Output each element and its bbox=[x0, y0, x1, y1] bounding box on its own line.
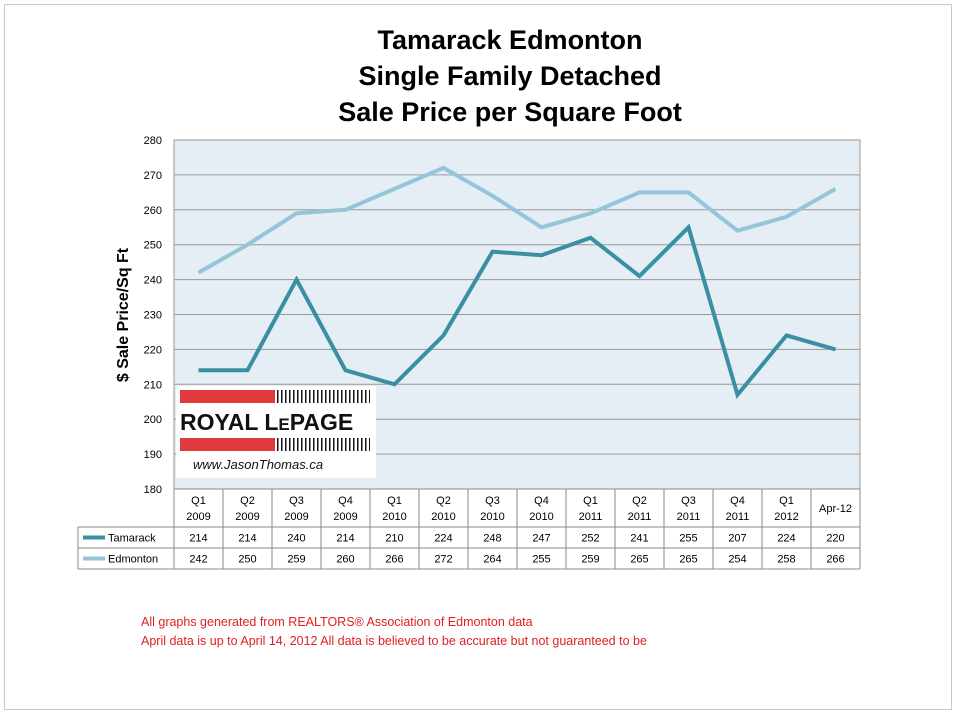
data-label-tamarack: 248 bbox=[483, 533, 501, 545]
x-tick-label: 2009 bbox=[284, 511, 308, 523]
x-tick-label: Q1 bbox=[779, 495, 794, 507]
x-tick-label: Q2 bbox=[632, 495, 647, 507]
chart-title: Tamarack Edmonton Single Family Detached… bbox=[300, 22, 720, 130]
data-label-tamarack: 252 bbox=[581, 533, 599, 545]
data-label-edmonton: 258 bbox=[777, 554, 795, 566]
data-label-edmonton: 255 bbox=[532, 554, 550, 566]
data-label-tamarack: 247 bbox=[532, 533, 550, 545]
data-label-edmonton: 260 bbox=[336, 554, 354, 566]
x-tick-label: Q1 bbox=[191, 495, 206, 507]
logo-red-bar-bottom bbox=[180, 438, 275, 451]
x-tick-label: Q3 bbox=[485, 495, 500, 507]
logo-url: www.JasonThomas.ca bbox=[193, 457, 324, 472]
y-tick-label: 250 bbox=[144, 240, 162, 252]
data-label-edmonton: 266 bbox=[385, 554, 403, 566]
series-line-tamarack bbox=[198, 223, 837, 399]
data-label-edmonton: 266 bbox=[826, 554, 844, 566]
legend-label-tamarack: Tamarack bbox=[108, 533, 156, 545]
y-tick-label: 200 bbox=[144, 414, 162, 426]
title-line-3: Sale Price per Square Foot bbox=[338, 97, 682, 127]
x-tick-label: 2012 bbox=[774, 511, 798, 523]
x-tick-label: 2010 bbox=[431, 511, 455, 523]
title-line-2: Single Family Detached bbox=[358, 61, 662, 91]
y-tick-label: 260 bbox=[144, 205, 162, 217]
x-tick-label: 2010 bbox=[529, 511, 553, 523]
footnote-2: April data is up to April 14, 2012 All d… bbox=[141, 634, 647, 648]
footnotes: All graphs generated from REALTORS® Asso… bbox=[141, 613, 647, 651]
data-label-tamarack: 241 bbox=[630, 533, 648, 545]
x-tick-label: Q2 bbox=[240, 495, 255, 507]
x-tick-label: Q4 bbox=[730, 495, 745, 507]
data-label-tamarack: 220 bbox=[826, 533, 844, 545]
y-tick-label: 230 bbox=[144, 310, 162, 322]
data-label-tamarack: 214 bbox=[336, 533, 354, 545]
legend-label-edmonton: Edmonton bbox=[108, 554, 158, 566]
data-label-edmonton: 254 bbox=[728, 554, 746, 566]
y-tick-label: 220 bbox=[144, 344, 162, 356]
x-tick-label: 2009 bbox=[186, 511, 210, 523]
data-label-edmonton: 250 bbox=[238, 554, 256, 566]
data-label-tamarack: 240 bbox=[287, 533, 305, 545]
y-tick-label: 270 bbox=[144, 170, 162, 182]
data-label-edmonton: 259 bbox=[581, 554, 599, 566]
y-tick-label: 180 bbox=[144, 484, 162, 496]
data-label-tamarack: 207 bbox=[728, 533, 746, 545]
data-label-tamarack: 224 bbox=[434, 533, 452, 545]
y-tick-label: 240 bbox=[144, 275, 162, 287]
x-tick-label: 2010 bbox=[480, 511, 504, 523]
x-tick-label: Q4 bbox=[338, 495, 353, 507]
logo-brand-text: ROYAL LEPAGE bbox=[180, 409, 354, 435]
title-line-1: Tamarack Edmonton bbox=[377, 25, 643, 55]
data-label-edmonton: 272 bbox=[434, 554, 452, 566]
data-label-tamarack: 210 bbox=[385, 533, 403, 545]
data-label-tamarack: 224 bbox=[777, 533, 795, 545]
x-tick-label: Q1 bbox=[387, 495, 402, 507]
x-tick-label: Q2 bbox=[436, 495, 451, 507]
x-tick-label: 2009 bbox=[235, 511, 259, 523]
logo-barcode-top bbox=[277, 390, 370, 403]
x-tick-label: 2011 bbox=[579, 511, 603, 523]
slide-frame bbox=[4, 4, 952, 710]
data-label-edmonton: 242 bbox=[189, 554, 207, 566]
data-label-edmonton: 259 bbox=[287, 554, 305, 566]
x-tick-label: Q1 bbox=[583, 495, 598, 507]
x-tick-label: 2009 bbox=[333, 511, 357, 523]
series-line-edmonton bbox=[197, 165, 837, 275]
data-label-edmonton: 265 bbox=[679, 554, 697, 566]
data-label-edmonton: 264 bbox=[483, 554, 501, 566]
y-tick-label: 190 bbox=[144, 449, 162, 461]
y-tick-label: 280 bbox=[144, 135, 162, 147]
x-tick-label: 2011 bbox=[726, 511, 750, 523]
footnote-1: All graphs generated from REALTORS® Asso… bbox=[141, 615, 533, 629]
data-label-tamarack: 214 bbox=[189, 533, 207, 545]
x-tick-label: Q3 bbox=[681, 495, 696, 507]
data-label-edmonton: 265 bbox=[630, 554, 648, 566]
data-label-tamarack: 214 bbox=[238, 533, 256, 545]
data-label-tamarack: 255 bbox=[679, 533, 697, 545]
logo-red-bar-top bbox=[180, 390, 275, 403]
y-tick-label: 210 bbox=[144, 379, 162, 391]
x-tick-label: Q4 bbox=[534, 495, 549, 507]
logo-barcode-bottom bbox=[277, 438, 370, 451]
x-tick-label: 2011 bbox=[677, 511, 701, 523]
x-tick-label: Q3 bbox=[289, 495, 304, 507]
royal-lepage-logo: ROYAL LEPAGE www.JasonThomas.ca bbox=[176, 386, 376, 478]
x-tick-label: Apr-12 bbox=[819, 503, 852, 515]
x-tick-label: 2010 bbox=[382, 511, 406, 523]
x-tick-label: 2011 bbox=[628, 511, 652, 523]
